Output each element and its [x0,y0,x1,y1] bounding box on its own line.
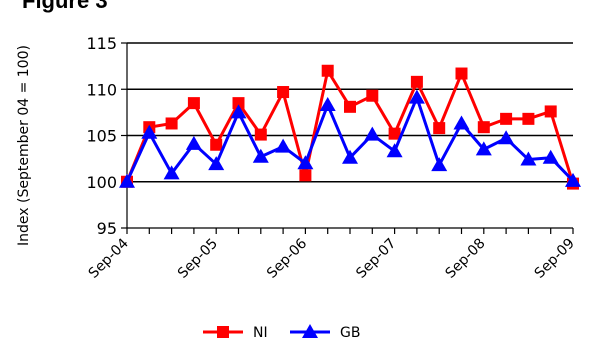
data-point-gb [297,155,314,170]
data-point-ni [321,64,334,77]
data-point-ni [299,169,312,182]
data-point-ni [187,97,200,110]
series-line-ni [125,69,575,185]
data-point-gb [230,104,247,119]
data-point-gb [275,138,292,153]
data-point-ni [165,117,178,130]
x-tick-label: Sep-09 [532,236,578,282]
y-tick-label: 110 [86,80,117,99]
data-point-gb [498,130,515,145]
data-point-gb [453,115,470,130]
data-point-gb [565,172,581,187]
data-point-ni [477,121,490,134]
y-tick-label: 95 [97,219,117,238]
x-tick-label: Sep-06 [264,235,310,281]
data-point-ni [277,86,290,99]
data-point-ni [366,89,379,102]
series-ni [121,64,579,190]
data-point-ni [522,112,535,125]
legend-item-ni: NI [203,325,268,341]
data-point-gb [185,135,202,150]
data-point-gb [319,96,336,111]
gridlines [127,42,573,183]
x-axis-ticks: Sep-04 Sep-05 Sep-06 Sep-07 Sep-08 Sep-09 [86,228,578,282]
y-tick-label: 105 [86,127,117,146]
legend-marker-ni [217,326,229,338]
legend-label-ni: NI [253,325,268,341]
y-tick-label: 100 [86,173,117,192]
legend-item-gb: GB [290,324,360,341]
data-point-ni [210,138,223,151]
data-point-ni [500,112,513,125]
series-gb [119,89,581,188]
figure-title: Figure 3 [22,0,108,13]
data-point-gb [141,124,158,139]
data-point-ni [544,105,557,118]
data-point-gb [342,149,358,164]
data-point-ni [433,122,446,135]
y-axis-label: Index (September 04 = 100) [16,45,32,246]
y-axis-ticks: 95 100 105 110 115 [86,34,127,238]
data-point-gb [475,141,492,156]
y-tick-label: 115 [86,34,117,53]
data-point-gb [208,156,225,171]
data-point-gb [119,173,135,188]
x-tick-label: Sep-07 [353,236,399,282]
data-point-gb [252,148,269,163]
series-layer [119,64,581,190]
data-point-ni [344,100,356,113]
x-tick-label: Sep-08 [442,236,488,282]
data-point-gb [163,165,180,180]
legend: NI GB [203,324,360,341]
data-point-ni [232,97,245,110]
x-tick-label: Sep-04 [86,235,132,281]
data-point-ni [410,75,423,88]
legend-label-gb: GB [340,325,360,341]
data-point-gb [364,126,381,141]
data-point-gb [431,157,448,172]
x-tick-label: Sep-05 [175,236,221,282]
data-point-gb [408,89,425,104]
data-point-ni [455,67,468,80]
legend-marker-gb [302,324,318,338]
data-point-gb [542,149,559,164]
data-point-gb [386,143,403,158]
data-point-gb [520,151,537,166]
data-point-ni [388,127,401,140]
data-point-ni [254,128,267,141]
